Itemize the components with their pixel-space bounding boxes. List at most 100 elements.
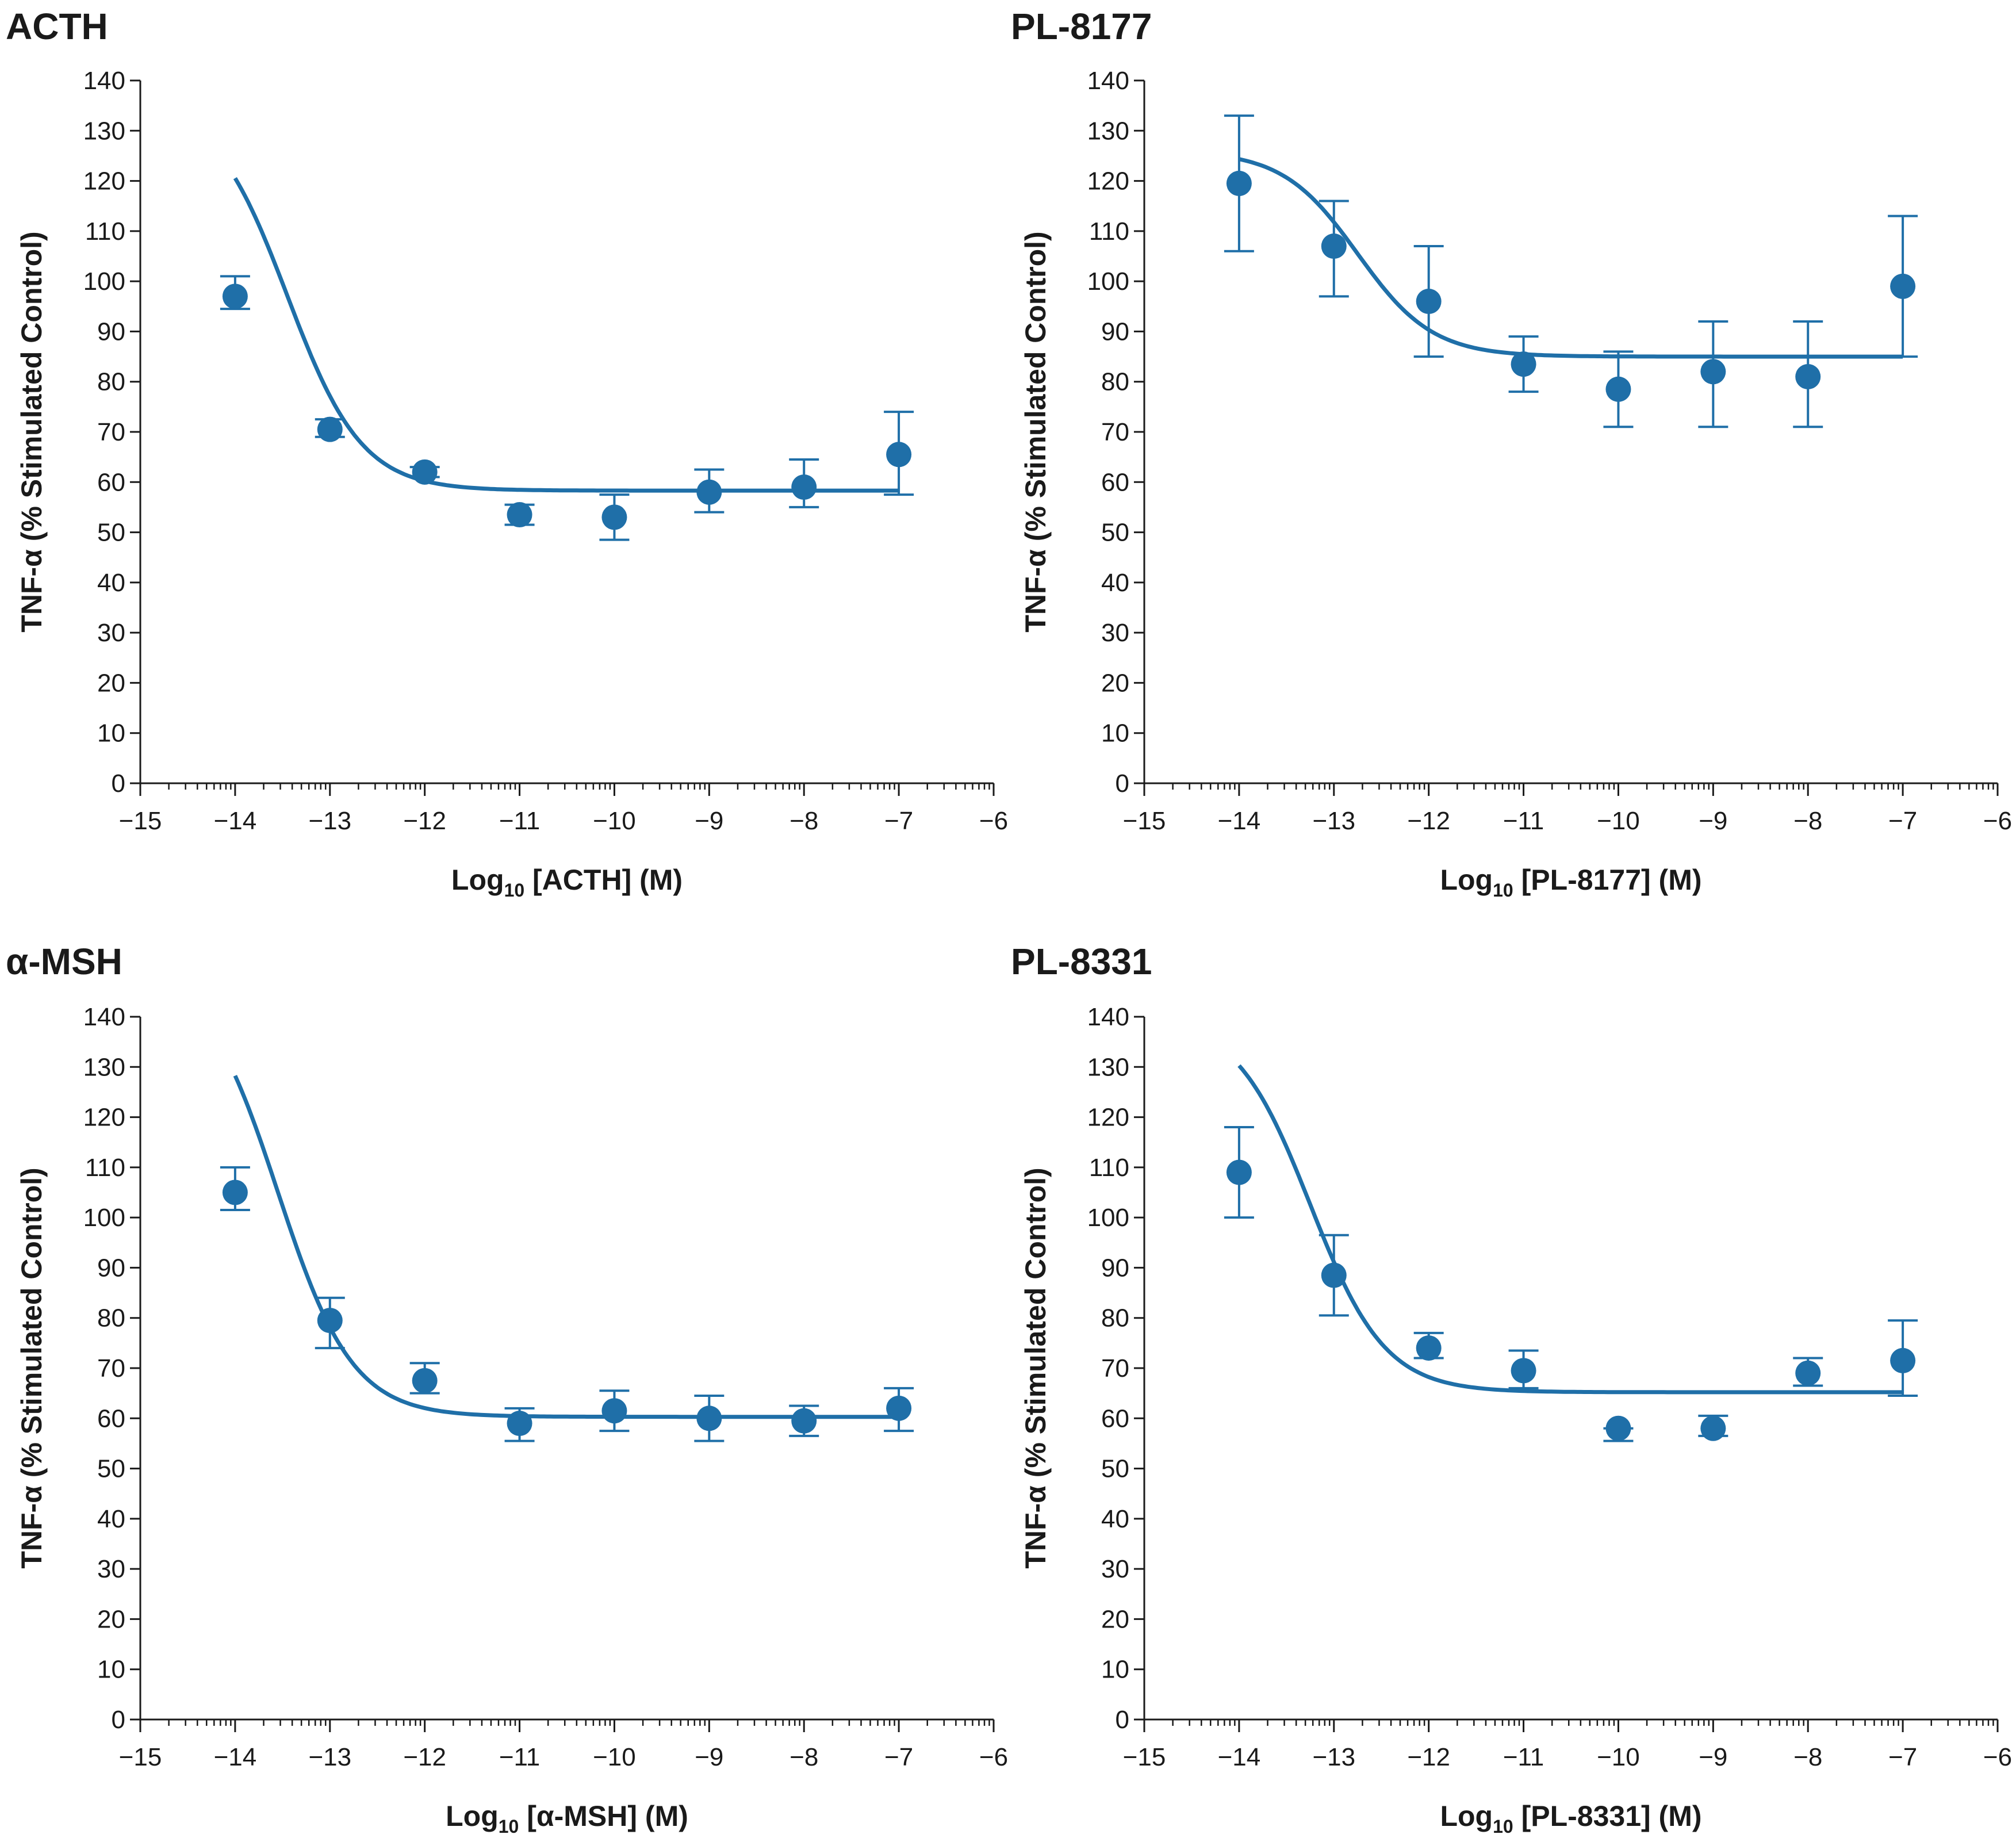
data-point bbox=[317, 416, 343, 442]
panel-title: PL-8331 bbox=[1011, 941, 1152, 982]
y-tick-label: 110 bbox=[85, 1154, 125, 1182]
x-tick-label: −8 bbox=[789, 1743, 818, 1771]
y-tick-label: 60 bbox=[97, 468, 125, 496]
y-tick-label: 60 bbox=[1101, 468, 1129, 496]
x-tick-label: −15 bbox=[1123, 1743, 1166, 1771]
y-tick-label: 30 bbox=[1101, 619, 1129, 647]
y-tick-label: 30 bbox=[97, 619, 125, 647]
y-tick-label: 40 bbox=[1101, 1505, 1129, 1533]
data-point bbox=[1511, 1358, 1536, 1384]
y-tick-label: 50 bbox=[1101, 1455, 1129, 1483]
data-point bbox=[1605, 1415, 1631, 1441]
x-axis-label-prefix: Log bbox=[1440, 1800, 1493, 1832]
y-axis-label: TNF-α (% Stimulated Control) bbox=[16, 1167, 48, 1568]
panel-pl-8177: PL-8177 0 10 20 30 40 50 60 70 80 90 100 110 120 130 14… bbox=[1011, 6, 2012, 901]
data-point bbox=[1890, 273, 1916, 299]
x-tick-label: −11 bbox=[1503, 1743, 1544, 1771]
x-tick-label: −12 bbox=[403, 1743, 446, 1771]
x-tick-label: −6 bbox=[1983, 807, 2012, 835]
y-tick-label: 20 bbox=[1101, 1605, 1129, 1633]
y-tick-label: 110 bbox=[85, 217, 125, 246]
data-point bbox=[507, 502, 532, 528]
fit-curve bbox=[1239, 157, 1903, 359]
x-tick-label: −13 bbox=[1312, 1743, 1355, 1771]
x-axis-label-suffix: [α-MSH] (M) bbox=[519, 1800, 688, 1832]
x-tick-label: −7 bbox=[1888, 1743, 1917, 1771]
x-axis-label-subscript: 10 bbox=[1493, 1816, 1513, 1837]
y-tick-label: 40 bbox=[97, 569, 125, 597]
y-tick-label: 140 bbox=[1087, 1003, 1129, 1031]
data-point bbox=[791, 1408, 817, 1434]
y-tick-label: 60 bbox=[1101, 1404, 1129, 1433]
panel-title: α-MSH bbox=[6, 941, 122, 982]
x-tick-label: −14 bbox=[1218, 1743, 1261, 1771]
data-point bbox=[412, 459, 438, 485]
x-tick-label: −15 bbox=[119, 1743, 162, 1771]
y-tick-label: 80 bbox=[97, 1304, 125, 1332]
y-tick-label: 0 bbox=[112, 769, 125, 798]
y-tick-label: 70 bbox=[97, 1354, 125, 1383]
x-axis-label: Log10 [ACTH] (M) bbox=[451, 864, 683, 901]
x-axis-label-subscript: 10 bbox=[1493, 880, 1513, 901]
x-tick-label: −8 bbox=[789, 807, 818, 835]
fit-curve bbox=[233, 1075, 899, 1419]
y-tick-label: 0 bbox=[1116, 769, 1129, 798]
y-tick-label: 130 bbox=[1087, 117, 1129, 145]
x-tick-label: −11 bbox=[499, 1743, 540, 1771]
x-tick-label: −9 bbox=[1699, 1743, 1727, 1771]
y-tick-label: 120 bbox=[1087, 1104, 1129, 1132]
x-axis-label-prefix: Log bbox=[451, 864, 504, 896]
data-point bbox=[1321, 1262, 1347, 1288]
x-tick-label: −10 bbox=[593, 807, 636, 835]
y-tick-label: 70 bbox=[1101, 418, 1129, 446]
y-tick-label: 90 bbox=[97, 1254, 125, 1282]
data-point bbox=[1416, 1335, 1442, 1361]
y-tick-label: 60 bbox=[97, 1404, 125, 1433]
y-tick-label: 50 bbox=[1101, 519, 1129, 547]
data-point bbox=[222, 284, 248, 309]
x-tick-label: −12 bbox=[1407, 807, 1450, 835]
data-point bbox=[696, 1406, 722, 1431]
y-tick-label: 140 bbox=[83, 67, 125, 95]
data-point bbox=[507, 1411, 532, 1437]
x-tick-label: −6 bbox=[979, 807, 1008, 835]
x-axis-label: Log10 [PL-8331] (M) bbox=[1440, 1800, 1701, 1837]
y-tick-label: 10 bbox=[1101, 1656, 1129, 1684]
y-tick-label: 50 bbox=[97, 1455, 125, 1483]
x-tick-label: −9 bbox=[695, 807, 723, 835]
data-point bbox=[886, 442, 912, 468]
data-point bbox=[1890, 1347, 1916, 1373]
data-point bbox=[1416, 289, 1442, 315]
fit-curve bbox=[233, 177, 899, 493]
data-point bbox=[1511, 351, 1536, 377]
y-tick-label: 110 bbox=[1089, 217, 1129, 246]
y-tick-label: 120 bbox=[1087, 167, 1129, 196]
x-tick-label: −6 bbox=[979, 1743, 1008, 1771]
x-axis-label: Log10 [PL-8177] (M) bbox=[1440, 864, 1701, 901]
y-tick-label: 80 bbox=[97, 368, 125, 396]
x-tick-label: −15 bbox=[119, 807, 162, 835]
x-tick-label: −15 bbox=[1123, 807, 1166, 835]
data-point bbox=[601, 504, 627, 530]
x-tick-label: −13 bbox=[308, 1743, 351, 1771]
x-tick-label: −9 bbox=[695, 1743, 723, 1771]
data-point bbox=[791, 474, 817, 500]
x-axis-label-subscript: 10 bbox=[504, 880, 525, 901]
y-tick-label: 70 bbox=[1101, 1354, 1129, 1383]
x-axis-label-suffix: [PL-8177] (M) bbox=[1513, 864, 1702, 896]
x-tick-label: −7 bbox=[884, 807, 913, 835]
x-tick-label: −14 bbox=[1218, 807, 1261, 835]
y-tick-label: 100 bbox=[1087, 1204, 1129, 1232]
data-point bbox=[696, 479, 722, 505]
y-tick-label: 130 bbox=[83, 1053, 125, 1081]
y-tick-label: 130 bbox=[1087, 1053, 1129, 1081]
y-tick-label: 30 bbox=[1101, 1555, 1129, 1583]
y-tick-label: 140 bbox=[83, 1003, 125, 1031]
x-tick-label: −8 bbox=[1793, 807, 1822, 835]
x-tick-label: −10 bbox=[1597, 1743, 1640, 1771]
y-tick-label: 10 bbox=[1101, 719, 1129, 748]
x-axis-label: Log10 [α-MSH] (M) bbox=[446, 1800, 688, 1837]
y-tick-label: 70 bbox=[97, 418, 125, 446]
y-tick-label: 120 bbox=[83, 1104, 125, 1132]
data-point bbox=[1700, 1415, 1726, 1441]
